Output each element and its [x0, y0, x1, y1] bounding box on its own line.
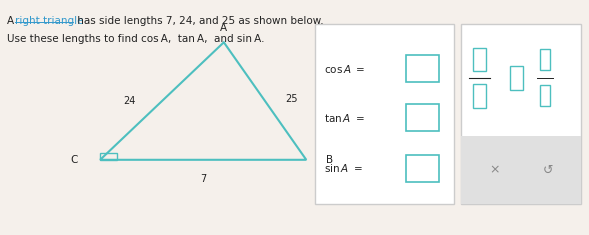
Text: 25: 25	[285, 94, 298, 104]
Text: A: A	[7, 16, 18, 27]
FancyBboxPatch shape	[473, 84, 486, 108]
Text: $\cos A\ =$: $\cos A\ =$	[324, 63, 365, 75]
Bar	[100, 153, 117, 160]
Text: A: A	[220, 23, 227, 33]
Text: $\sin A\ =$: $\sin A\ =$	[324, 162, 363, 174]
Text: 7: 7	[200, 174, 206, 184]
FancyBboxPatch shape	[540, 85, 550, 106]
FancyBboxPatch shape	[461, 136, 581, 204]
Text: $\tan A\ =$: $\tan A\ =$	[324, 112, 365, 124]
FancyBboxPatch shape	[406, 55, 439, 82]
FancyBboxPatch shape	[406, 104, 439, 131]
FancyBboxPatch shape	[461, 24, 581, 204]
Text: right triangle: right triangle	[15, 16, 84, 27]
Text: B: B	[326, 155, 333, 165]
FancyBboxPatch shape	[315, 24, 454, 204]
Text: 24: 24	[123, 96, 136, 106]
FancyBboxPatch shape	[540, 49, 550, 70]
Text: has side lengths 7, 24, and 25 as shown below.: has side lengths 7, 24, and 25 as shown …	[74, 16, 323, 27]
FancyBboxPatch shape	[510, 66, 523, 90]
FancyBboxPatch shape	[473, 48, 486, 71]
Text: ↺: ↺	[542, 164, 553, 176]
Text: ×: ×	[489, 164, 499, 176]
Text: C: C	[70, 155, 77, 165]
Text: Use these lengths to find cos A,  tan A,  and sin A.: Use these lengths to find cos A, tan A, …	[7, 34, 264, 44]
FancyBboxPatch shape	[406, 155, 439, 182]
